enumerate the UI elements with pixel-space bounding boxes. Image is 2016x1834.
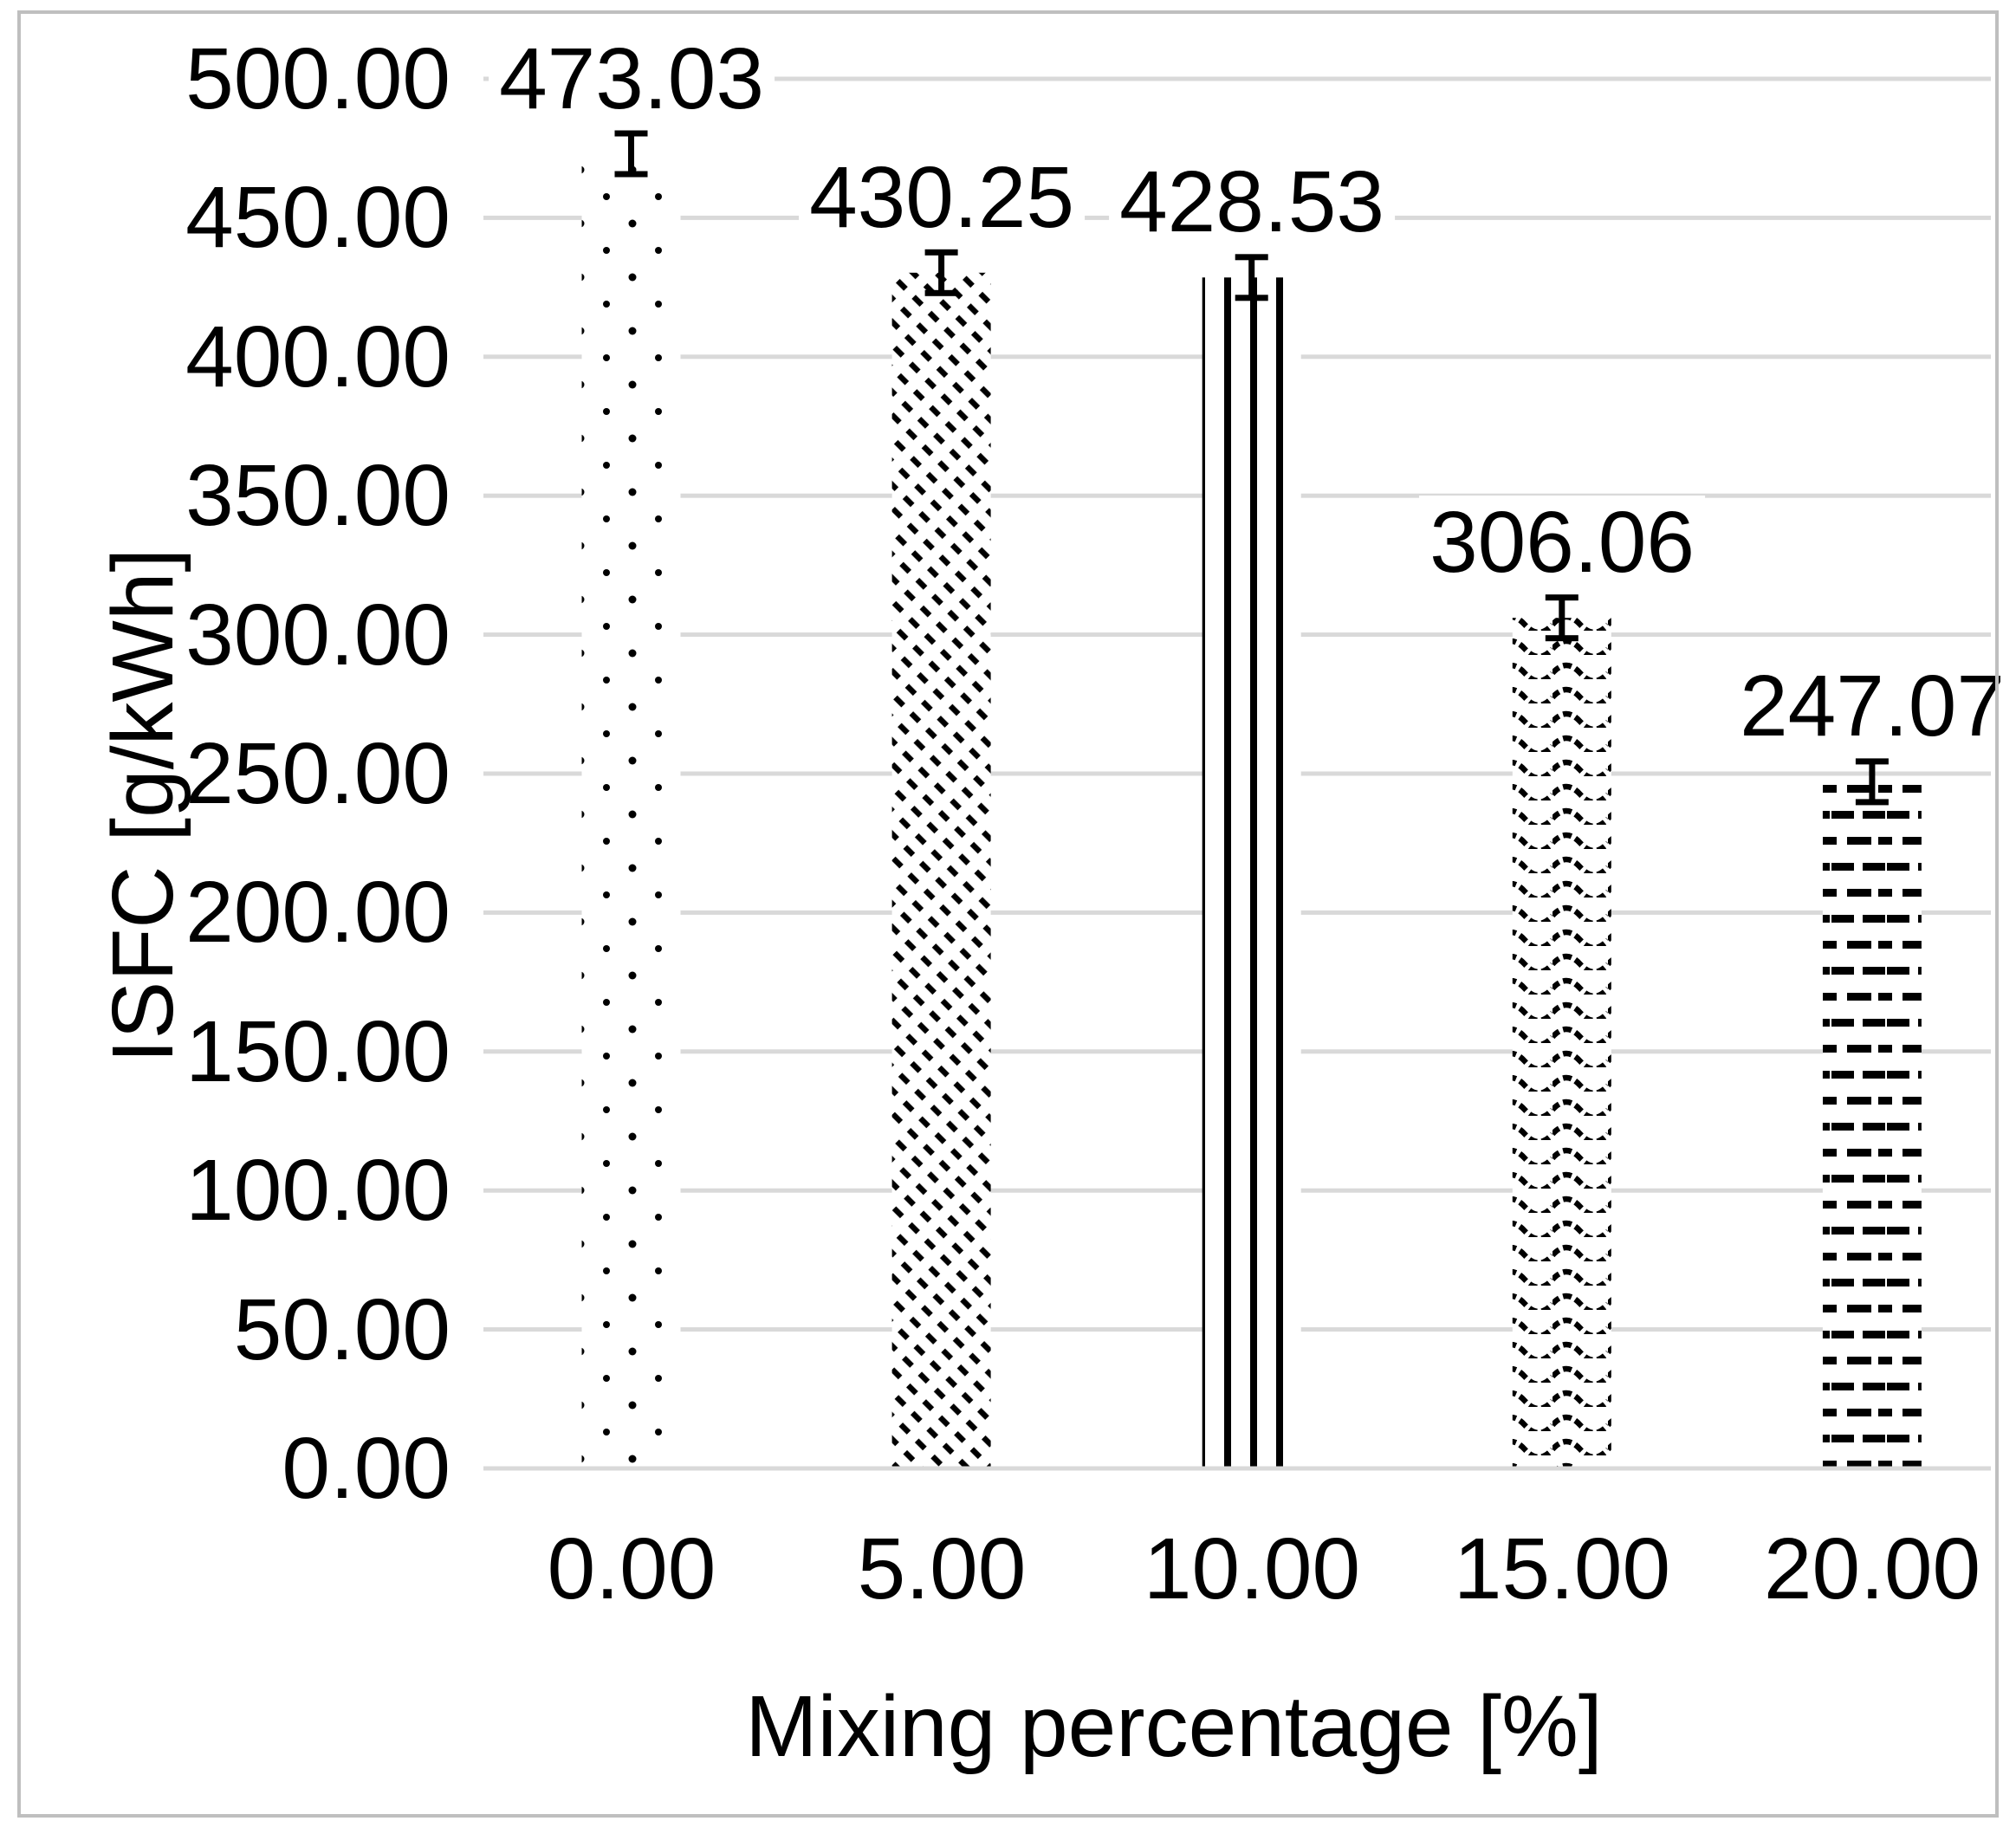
data-label: 306.06 <box>1419 496 1705 589</box>
bar-5.00 <box>891 272 991 1467</box>
y-tick-label: 50.00 <box>233 1281 451 1378</box>
y-tick-label: 300.00 <box>185 586 451 684</box>
error-bars <box>614 130 1889 806</box>
y-tick-label: 250.00 <box>185 725 451 822</box>
bar-0.00 <box>581 153 681 1467</box>
data-label: 473.03 <box>489 32 775 126</box>
data-label: 428.53 <box>1109 155 1395 249</box>
x-tick-label: 5.00 <box>857 1520 1027 1617</box>
y-tick-label: 400.00 <box>185 308 451 405</box>
bar-15.00 <box>1512 618 1611 1467</box>
error-bar <box>1545 594 1578 642</box>
data-label: 247.07 <box>1729 659 2015 753</box>
error-bar <box>1235 254 1268 301</box>
x-tick-label: 20.00 <box>1763 1520 1981 1617</box>
y-tick-label: 500.00 <box>185 30 451 127</box>
x-tick-label: 10.00 <box>1143 1520 1361 1617</box>
bar-20.00 <box>1822 781 1922 1467</box>
bars <box>581 153 1922 1467</box>
y-tick-label: 450.00 <box>185 169 451 266</box>
error-bar <box>924 249 958 296</box>
y-tick-label: 350.00 <box>185 447 451 544</box>
error-bar <box>614 130 648 178</box>
data-label: 430.25 <box>799 151 1085 244</box>
y-tick-label: 150.00 <box>185 1003 451 1100</box>
x-tick-label: 0.00 <box>547 1520 716 1617</box>
x-tick-label: 15.00 <box>1453 1520 1671 1617</box>
error-bar <box>1855 758 1889 806</box>
y-axis-title: ISFC [g/kWh] <box>94 548 191 1064</box>
y-tick-label: 100.00 <box>185 1142 451 1239</box>
gridline <box>483 76 1991 81</box>
x-axis-title: Mixing percentage [%] <box>745 1678 1603 1775</box>
y-tick-label: 0.00 <box>282 1420 451 1517</box>
y-tick-label: 200.00 <box>185 864 451 961</box>
bar-10.00 <box>1202 277 1301 1467</box>
gridline <box>483 1466 1991 1471</box>
